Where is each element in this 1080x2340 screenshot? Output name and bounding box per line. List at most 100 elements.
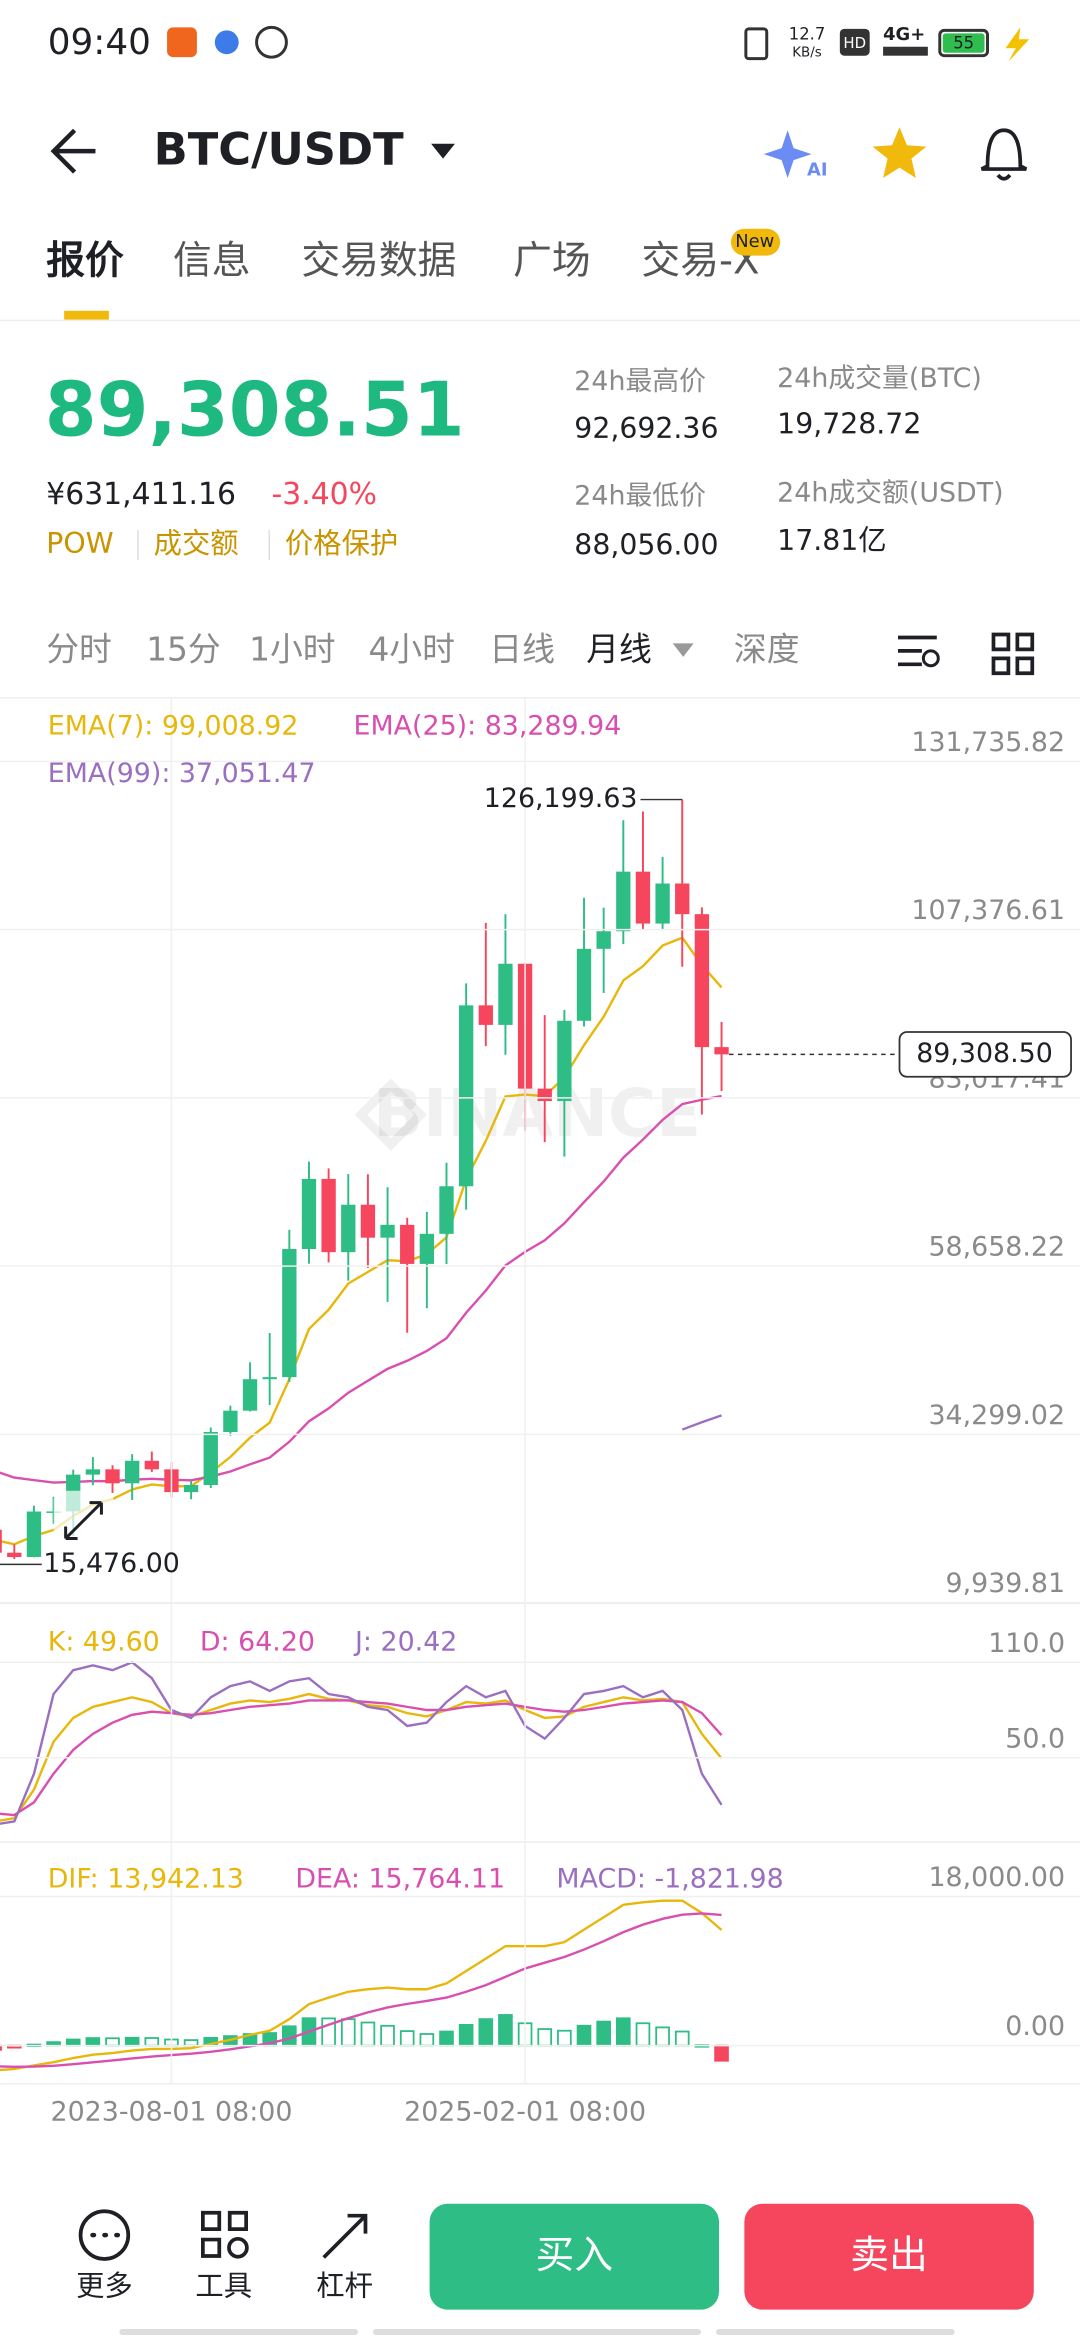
candle-body — [105, 1469, 120, 1484]
battery-level — [942, 33, 985, 53]
legend-entry: MACD: -1,821.98 — [556, 1864, 783, 1895]
panel-divider — [0, 1841, 1080, 1843]
candle-body — [419, 1233, 435, 1264]
back-button[interactable] — [50, 128, 96, 174]
indicator-line — [0, 1660, 723, 1825]
candle-body — [183, 1485, 199, 1493]
candle-body — [242, 1379, 258, 1411]
ai-label: AI — [807, 160, 828, 181]
footer-label[interactable]: 杠杆 — [316, 2269, 373, 2302]
footer-label[interactable]: 更多 — [76, 2269, 133, 2302]
candle-body — [439, 1186, 454, 1234]
interval-selected[interactable]: 月线 — [586, 630, 652, 668]
interval[interactable]: 深度 — [734, 630, 800, 668]
leverage-icon[interactable] — [322, 2213, 368, 2259]
candle-body — [0, 1529, 2, 1553]
net-speed: 12.7 — [789, 24, 825, 43]
stat-label: 24h成交额(USDT) — [777, 478, 1003, 509]
macd-bar — [714, 2044, 729, 2062]
low-marker-label: 15,476.00 — [43, 1548, 180, 1579]
y-tick-label: 34,299.02 — [928, 1400, 1065, 1431]
macd-bar — [674, 2030, 690, 2047]
macd-bar — [399, 2030, 415, 2047]
interval[interactable]: 4小时 — [368, 630, 454, 668]
candle-body — [458, 1005, 474, 1187]
candle-body — [380, 1224, 395, 1238]
y-tick-label: 110.0 — [988, 1628, 1065, 1659]
candle-body — [85, 1469, 101, 1475]
pair-title[interactable]: BTC/USDT — [154, 123, 405, 176]
nav-hint — [119, 2329, 359, 2336]
buy-label: 买入 — [536, 2233, 614, 2278]
macd-bar — [458, 2024, 474, 2047]
tag[interactable]: 价格保护 — [285, 527, 398, 560]
alert-bell[interactable] — [980, 128, 1028, 181]
tab[interactable]: 报价 — [46, 239, 124, 284]
macd-bar — [616, 2017, 631, 2047]
candle-body — [694, 914, 710, 1048]
macd-bar — [576, 2024, 592, 2047]
interval-dropdown[interactable] — [672, 643, 694, 657]
watermark-logo — [354, 1078, 427, 1151]
y-tick-label: 0.00 — [1005, 2011, 1065, 2042]
sell-button[interactable] — [744, 2203, 1034, 2310]
y-tick-label: 131,735.82 — [911, 727, 1065, 758]
indicator-settings[interactable] — [898, 635, 937, 667]
y-tick-label: 58,658.22 — [928, 1232, 1065, 1263]
divider — [0, 697, 1080, 699]
tab[interactable]: 广场 — [513, 239, 591, 284]
status-time: 09:40 — [48, 22, 151, 63]
nav-hint — [372, 2329, 702, 2336]
network-label: 4G+ — [883, 24, 925, 45]
macd-bar — [655, 2026, 670, 2047]
high-marker-label: 126,199.63 — [484, 783, 638, 814]
x-tick-label: 2025-02-01 08:00 — [404, 2096, 646, 2127]
macd-bar — [419, 2033, 435, 2047]
legend-entry: EMA(7): 99,008.92 — [48, 710, 299, 741]
tag[interactable]: POW — [46, 527, 113, 560]
candle-body — [144, 1460, 159, 1470]
macd-bar — [85, 2037, 101, 2047]
y-tick-label: 50.0 — [1005, 1723, 1065, 1754]
buy-button[interactable] — [429, 2203, 720, 2310]
tab[interactable]: 交易数据 — [301, 239, 456, 284]
sell-label: 卖出 — [850, 2233, 928, 2278]
tag[interactable]: 成交额 — [154, 527, 239, 560]
macd-bar — [65, 2038, 81, 2047]
ai-icon[interactable] — [763, 130, 812, 179]
legend-entry: D: 64.20 — [200, 1626, 315, 1657]
y-tick-label: 9,939.81 — [946, 1568, 1066, 1599]
tools-icon[interactable] — [201, 2210, 248, 2258]
favorite-star[interactable] — [872, 127, 927, 179]
more-icon[interactable] — [78, 2209, 131, 2261]
net-unit: KB/s — [792, 46, 822, 61]
panel-divider — [0, 1602, 1080, 1605]
interval[interactable]: 分时 — [46, 630, 112, 668]
candle-body — [498, 963, 513, 1025]
hd-label: HD — [843, 34, 866, 52]
macd-bar — [635, 2022, 651, 2047]
candle-body — [301, 1178, 317, 1250]
candle-body — [46, 1511, 61, 1513]
candle-body — [282, 1249, 297, 1378]
interval[interactable]: 日线 — [489, 630, 555, 668]
macd-bar — [340, 2018, 356, 2047]
candle-body — [203, 1431, 218, 1486]
candle-body — [596, 931, 611, 949]
tab[interactable]: 信息 — [173, 239, 251, 284]
new-badge — [730, 228, 781, 256]
legend-entry: K: 49.60 — [48, 1626, 160, 1657]
y-tick-label: 18,000.00 — [928, 1862, 1065, 1893]
candle-body — [360, 1204, 376, 1238]
layout-button[interactable] — [991, 632, 1035, 676]
app-icon — [214, 30, 239, 55]
candle-body — [537, 1088, 552, 1102]
divider — [0, 319, 1080, 322]
interval[interactable]: 15分 — [146, 630, 221, 668]
footer-label[interactable]: 工具 — [195, 2269, 252, 2302]
separator — [268, 530, 270, 560]
battery — [938, 28, 990, 58]
interval[interactable]: 1小时 — [249, 630, 335, 668]
pair-dropdown[interactable] — [431, 143, 455, 159]
indicator-settings-gear — [921, 649, 940, 668]
